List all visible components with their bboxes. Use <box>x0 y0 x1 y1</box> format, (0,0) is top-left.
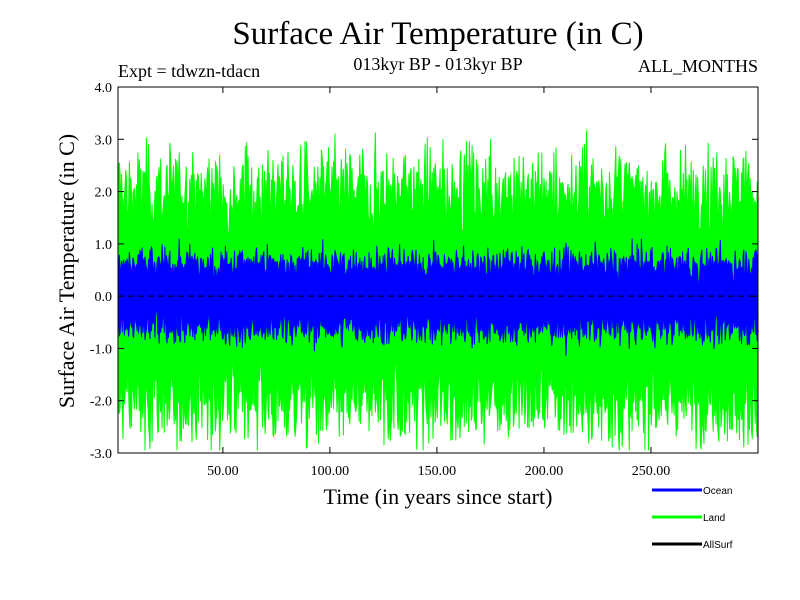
y-tick-label: 4.0 <box>95 81 113 96</box>
x-tick-label: 200.00 <box>525 464 564 479</box>
y-tick-label: 2.0 <box>95 186 113 201</box>
y-tick-label: -2.0 <box>90 395 112 410</box>
y-tick-label: 3.0 <box>95 133 113 148</box>
chart-title: Surface Air Temperature (in C) <box>232 16 644 52</box>
plot-frame <box>117 86 759 454</box>
y-tick-label: -3.0 <box>90 447 112 462</box>
y-tick-label: -1.0 <box>90 342 112 357</box>
x-tick-label: 50.00 <box>207 464 239 479</box>
experiment-label: Expt = tdwzn-tdacn <box>118 61 261 81</box>
months-label: ALL_MONTHS <box>638 56 758 76</box>
series-layer <box>117 130 759 451</box>
legend: Ocean Land AllSurf <box>652 486 733 551</box>
legend-label-land: Land <box>703 513 725 524</box>
chart-subtitle: 013kyr BP - 013kyr BP <box>353 54 523 74</box>
y-tick-label: 1.0 <box>95 238 113 253</box>
x-tick-label: 250.00 <box>632 464 671 479</box>
x-tick-label: 100.00 <box>311 464 350 479</box>
x-tick-label: 150.00 <box>418 464 457 479</box>
y-tick-label: 0.0 <box>95 290 113 305</box>
legend-label-allsurf: AllSurf <box>703 540 733 551</box>
axis-layer: 50.00 100.00 150.00 200.00 250.00 -3.0 -2.0 -1.… <box>90 81 758 479</box>
x-axis-label: Time (in years since start) <box>323 484 553 509</box>
legend-label-ocean: Ocean <box>703 486 732 497</box>
